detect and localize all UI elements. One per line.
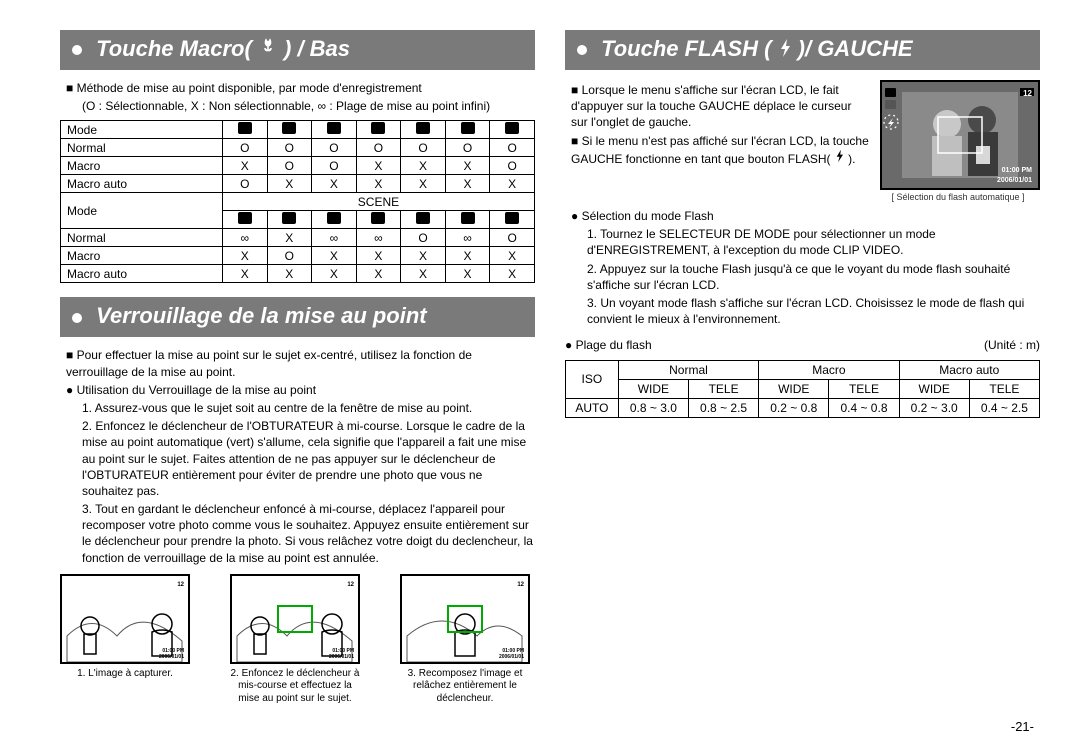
flash-range-table: ISO Normal Macro Macro auto WIDE TELE WI… [565, 360, 1040, 418]
right-column: Touche FLASH ( )/ GAUCHE [565, 30, 1040, 705]
table-row: Macro XOXXXXX [61, 247, 535, 265]
flash-intro-block: 01:00 PM 2006/01/01 12 Lorsque le menu s… [565, 80, 1040, 202]
thumb-2: 12 01:00 PM 2006/01/01 2. Enfoncez le dé… [230, 574, 360, 706]
scene-icon [238, 212, 252, 224]
scene-icon [371, 212, 385, 224]
flash-step-1: 1. Tournez le SELECTEUR DE MODE pour sél… [587, 226, 1040, 258]
flash-icon [778, 38, 792, 58]
svg-text:12: 12 [1023, 89, 1032, 98]
lock-step-1: 1. Assurez-vous que le sujet soit au cen… [82, 400, 535, 416]
thumb-illustration-2: 12 01:00 PM 2006/01/01 [232, 576, 358, 662]
thumb-caption-1: 1. L'image à capturer. [60, 668, 190, 681]
mode-icon [238, 122, 252, 134]
flash-heading: Touche FLASH ( )/ GAUCHE [565, 30, 1040, 70]
macro-intro: Méthode de mise au point disponible, par… [66, 80, 535, 96]
thumb-caption-2: 2. Enfoncez le déclencheur à mis-course … [230, 668, 360, 706]
thumb-1: 12 01:00 PM 2006/01/01 1. L'image à capt… [60, 574, 190, 706]
mode-icon [327, 122, 341, 134]
mode-label-2: Mode [61, 193, 223, 229]
mode-icon [282, 122, 296, 134]
left-column: Touche Macro( ) / Bas Méthode de mise au… [60, 30, 535, 705]
svg-text:2006/01/01: 2006/01/01 [997, 177, 1032, 184]
thumb-illustration-3: 12 01:00 PM 2006/01/01 [402, 576, 528, 662]
flash-step-2: 2. Appuyez sur la touche Flash jusqu'à c… [587, 261, 1040, 293]
thumb-illustration-1: 12 01:00 PM 2006/01/01 [62, 576, 188, 662]
lock-step-2: 2. Enfoncez le déclencheur de l'OBTURATE… [82, 418, 535, 499]
table-row: AUTO 0.8 ~ 3.0 0.8 ~ 2.5 0.2 ~ 0.8 0.4 ~… [566, 398, 1040, 417]
flash-select-title: Sélection du mode Flash [571, 208, 1040, 224]
thumb-caption-3: 3. Recomposez l'image et relâchez entièr… [400, 668, 530, 706]
tulip-icon [258, 38, 278, 58]
table-row: Normal OOOOOOO [61, 139, 535, 157]
svg-text:12: 12 [177, 582, 184, 588]
svg-text:01:00 PM: 01:00 PM [1002, 167, 1033, 174]
flash-range-unit: (Unité : m) [984, 337, 1040, 353]
flash-step-3: 3. Un voyant mode flash s'affiche sur l'… [587, 295, 1040, 327]
mode-icon [505, 122, 519, 134]
scene-icon [282, 212, 296, 224]
mode-label-1: Mode [61, 121, 223, 139]
flash-para-2: Si le menu n'est pas affiché sur l'écran… [571, 133, 870, 167]
lock-intro: Pour effectuer la mise au point sur le s… [66, 347, 535, 379]
lock-step-3: 3. Tout en gardant le déclencheur enfonc… [82, 501, 535, 566]
mode-icon [416, 122, 430, 134]
macro-legend: (O : Sélectionnable, X : Non sélectionna… [82, 98, 535, 114]
svg-text:2006/01/01: 2006/01/01 [159, 654, 184, 660]
scene-icon [505, 212, 519, 224]
table-row: Normal ∞X∞∞O∞O [61, 229, 535, 247]
focus-thumbnails: 12 01:00 PM 2006/01/01 1. L'image à capt… [60, 574, 535, 706]
page-number: -21- [1011, 719, 1034, 734]
lcd-illustration: 01:00 PM 2006/01/01 12 [882, 82, 1038, 188]
flash-heading-text: Touche FLASH ( )/ GAUCHE [601, 36, 912, 61]
table-row: Macro XOOXXXO [61, 157, 535, 175]
macro-heading-text: Touche Macro( ) / Bas [96, 36, 350, 61]
scene-icon [327, 212, 341, 224]
camera-caption: [ Sélection du flash automatique ] [876, 192, 1040, 202]
camera-lcd-preview: 01:00 PM 2006/01/01 12 [880, 80, 1040, 190]
focus-lock-heading-text: Verrouillage de la mise au point [96, 303, 427, 328]
svg-text:2006/01/01: 2006/01/01 [499, 654, 524, 660]
flash-para-1: Lorsque le menu s'affiche sur l'écran LC… [571, 82, 870, 131]
flash-range-title: Plage du flash [565, 337, 652, 353]
scene-icon [461, 212, 475, 224]
focus-mode-table: Mode Normal OOOOOOO Macro XOOXXXO Macro … [60, 120, 535, 283]
scene-icon [416, 212, 430, 224]
macro-heading: Touche Macro( ) / Bas [60, 30, 535, 70]
lock-use-title: Utilisation du Verrouillage de la mise a… [66, 382, 535, 398]
mode-icon [461, 122, 475, 134]
svg-text:12: 12 [517, 582, 524, 588]
table-row: Macro auto XXXXXXX [61, 265, 535, 283]
focus-lock-heading: Verrouillage de la mise au point [60, 297, 535, 337]
mode-icon [371, 122, 385, 134]
table-row: Macro auto OXXXXXX [61, 175, 535, 193]
iso-header: ISO [566, 360, 619, 398]
svg-text:2006/01/01: 2006/01/01 [329, 654, 354, 660]
thumb-3: 12 01:00 PM 2006/01/01 3. Recomposez l'i… [400, 574, 530, 706]
scene-label: SCENE [222, 193, 534, 211]
svg-text:12: 12 [347, 582, 354, 588]
flash-icon-inline [834, 149, 845, 163]
